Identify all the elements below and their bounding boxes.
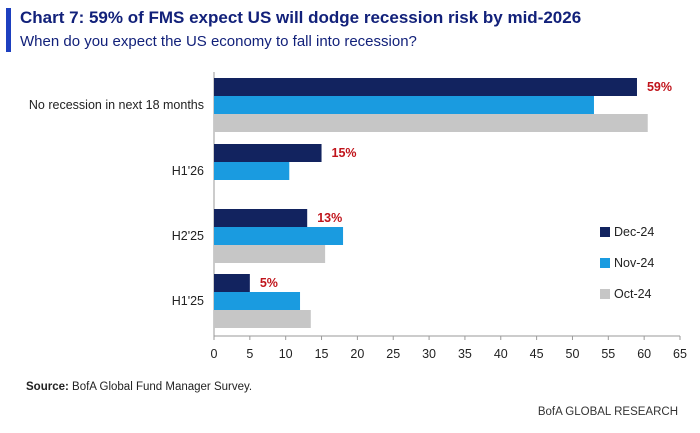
bar-oct-24-h2-25 — [214, 245, 326, 263]
x-tick-label: 35 — [458, 347, 472, 361]
x-tick-label: 50 — [566, 347, 580, 361]
bar-dec-24-h1-26 — [214, 144, 322, 162]
bar-dec-24-no-recession-in-next-18-months — [214, 78, 637, 96]
chart-title: Chart 7: 59% of FMS expect US will dodge… — [20, 8, 582, 27]
legend-swatch-dec-24 — [600, 227, 610, 237]
bar-dec-24-h1-25 — [214, 274, 250, 292]
x-tick-label: 45 — [530, 347, 544, 361]
bar-nov-24-h1-26 — [214, 162, 290, 180]
x-tick-label: 55 — [601, 347, 615, 361]
data-label: 15% — [332, 146, 357, 160]
x-tick-label: 20 — [350, 347, 364, 361]
bar-nov-24-h2-25 — [214, 227, 344, 245]
source-label: Source: — [26, 381, 69, 393]
x-tick-label: 10 — [279, 347, 293, 361]
category-label-h1-25: H1'25 — [172, 294, 204, 308]
x-tick-label: 25 — [386, 347, 400, 361]
data-label: 13% — [317, 211, 342, 225]
x-tick-label: 40 — [494, 347, 508, 361]
legend-label-oct-24: Oct-24 — [614, 287, 652, 301]
bar-dec-24-h2-25 — [214, 209, 308, 227]
brand-footer: BofA GLOBAL RESEARCH — [537, 406, 678, 418]
title-accent-bar — [6, 8, 11, 52]
x-tick-label: 30 — [422, 347, 436, 361]
chart-subtitle: When do you expect the US economy to fal… — [20, 33, 417, 50]
x-tick-label: 60 — [637, 347, 651, 361]
category-label-no-recession-in-next-18-months: No recession in next 18 months — [29, 98, 204, 112]
data-label: 59% — [647, 80, 672, 94]
x-tick-label: 15 — [315, 347, 329, 361]
x-tick-label: 0 — [211, 347, 218, 361]
category-label-h1-26: H1'26 — [172, 164, 204, 178]
x-tick-label: 5 — [246, 347, 253, 361]
source-text: BofA Global Fund Manager Survey. — [68, 381, 253, 393]
data-label: 5% — [260, 276, 278, 290]
source-note: Source: BofA Global Fund Manager Survey. — [26, 381, 252, 393]
bar-oct-24-h1-25 — [214, 310, 311, 328]
bar-nov-24-no-recession-in-next-18-months — [214, 96, 594, 114]
bar-oct-24-no-recession-in-next-18-months — [214, 114, 648, 132]
category-label-h2-25: H2'25 — [172, 229, 204, 243]
bar-nov-24-h1-25 — [214, 292, 301, 310]
x-tick-label: 65 — [673, 347, 687, 361]
legend-label-nov-24: Nov-24 — [614, 256, 654, 270]
legend-swatch-oct-24 — [600, 289, 610, 299]
legend-swatch-nov-24 — [600, 258, 610, 268]
legend-label-dec-24: Dec-24 — [614, 225, 654, 239]
